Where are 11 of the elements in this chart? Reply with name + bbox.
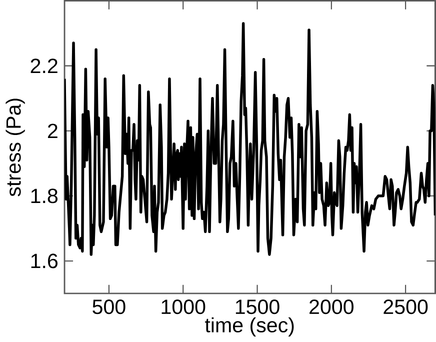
- x-tick-label: 500: [92, 299, 126, 314]
- y-tick-label: 1.6: [31, 254, 58, 268]
- x-tick-label: 2000: [310, 299, 354, 314]
- x-tick-label: 1500: [236, 299, 280, 314]
- y-axis-title: stress (Pa): [6, 98, 25, 196]
- x-tick-label: 2500: [384, 299, 428, 314]
- x-axis-title: time (sec): [205, 317, 294, 336]
- y-tick-label: 1.8: [31, 188, 58, 204]
- x-tick-label: 1000: [162, 299, 206, 314]
- y-tick-label: 2.2: [30, 58, 58, 73]
- y-tick-label: 2: [48, 124, 58, 138]
